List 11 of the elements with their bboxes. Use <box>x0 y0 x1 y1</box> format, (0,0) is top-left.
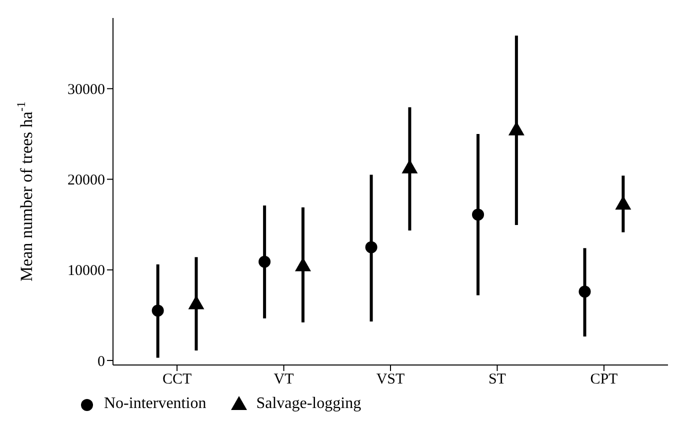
x-tick-label: CCT <box>162 372 192 388</box>
x-tick-label: CPT <box>590 372 618 388</box>
y-tick-label: 20000 <box>68 172 105 189</box>
x-tick-label: VT <box>274 372 294 388</box>
legend-label: No-intervention <box>104 395 206 413</box>
x-tick-label: VST <box>376 372 405 388</box>
y-tick-label: 0 <box>98 354 105 370</box>
legend-label: Salvage-logging <box>256 395 362 413</box>
y-tick-label: 30000 <box>68 82 105 98</box>
x-tick-label: ST <box>488 372 506 388</box>
y-tick-label: 10000 <box>68 263 105 280</box>
